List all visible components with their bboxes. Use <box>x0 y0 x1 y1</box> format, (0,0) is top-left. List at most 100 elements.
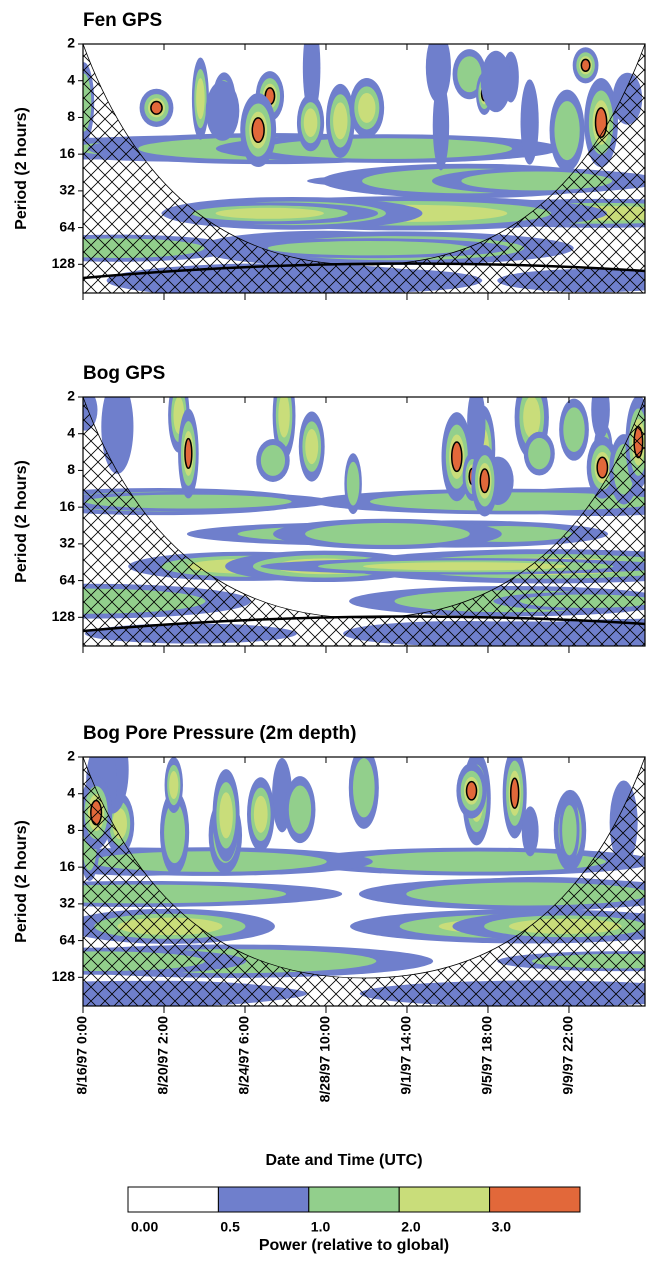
y-tick-label: 16 <box>59 145 75 161</box>
plot-frame <box>82 396 646 647</box>
power-contour <box>523 397 541 439</box>
power-contour <box>101 397 134 474</box>
power-contour <box>164 802 186 864</box>
colorbar-label: 0.5 <box>220 1219 240 1235</box>
power-contour <box>264 138 513 159</box>
power-contour <box>509 777 520 809</box>
colorbar-swatch <box>217 1186 310 1213</box>
power-contour <box>267 241 471 256</box>
y-tick-label: 16 <box>59 858 75 874</box>
power-contour <box>528 437 551 470</box>
power-contour <box>288 785 312 834</box>
plot-frame <box>82 756 646 1007</box>
x-tick-label: 9/5/97 18:00 <box>479 1016 495 1095</box>
x-tick-label: 9/9/97 22:00 <box>560 1016 576 1095</box>
colorbar-swatch <box>398 1186 491 1213</box>
power-contour <box>467 397 486 460</box>
y-axis-label: Period (2 hours) <box>13 107 30 230</box>
power-contour <box>169 771 179 800</box>
y-tick-label: 8 <box>67 108 75 124</box>
colorbar-swatch <box>308 1186 400 1213</box>
y-tick-label: 2 <box>67 748 75 764</box>
power-contour <box>196 78 205 120</box>
colorbar-label: 2.0 <box>401 1219 421 1235</box>
panel-title: Bog GPS <box>83 363 165 384</box>
colorbar-label: 3.0 <box>492 1219 512 1235</box>
colorbar-label: 1.0 <box>311 1219 331 1235</box>
y-axis-label: Period (2 hours) <box>13 460 30 583</box>
y-tick-label: 32 <box>59 895 75 911</box>
y-tick-label: 64 <box>59 931 75 947</box>
colorbar-swatch <box>127 1186 219 1213</box>
power-contour <box>479 468 490 494</box>
power-contour <box>432 80 450 171</box>
x-tick-label: 8/28/97 10:00 <box>317 1016 333 1103</box>
power-field <box>83 757 645 1006</box>
x-tick-label: 9/1/97 14:00 <box>398 1016 414 1095</box>
power-contour <box>353 758 375 818</box>
power-field <box>83 44 645 293</box>
power-field <box>83 397 645 646</box>
panel-title: Fen GPS <box>83 10 162 31</box>
power-contour <box>89 851 327 872</box>
colorbar-swatch <box>489 1186 581 1213</box>
power-contour <box>554 101 580 161</box>
power-contour <box>465 780 478 801</box>
y-tick-label: 8 <box>67 461 75 477</box>
power-contour <box>562 805 577 856</box>
x-tick-label: 8/16/97 0:00 <box>74 1016 90 1095</box>
power-contour <box>346 461 360 506</box>
power-contour <box>278 397 290 438</box>
power-contour <box>219 792 233 839</box>
y-tick-label: 128 <box>52 968 76 984</box>
y-tick-label: 64 <box>59 218 75 234</box>
y-tick-label: 4 <box>67 424 75 440</box>
power-contour <box>596 456 609 479</box>
x-tick-label: 8/24/97 6:00 <box>236 1016 252 1095</box>
power-contour <box>253 795 268 833</box>
power-contour <box>205 80 240 141</box>
power-contour <box>333 102 348 140</box>
y-axis-label: Period (2 hours) <box>13 820 30 943</box>
y-tick-label: 32 <box>59 535 75 551</box>
colorbar-title: Power (relative to global) <box>259 1237 449 1254</box>
significance-contour <box>83 262 645 280</box>
x-tick-label: 8/20/97 2:00 <box>155 1016 171 1095</box>
plot-frame <box>82 43 646 294</box>
power-contour <box>563 407 585 452</box>
y-tick-label: 128 <box>52 255 76 271</box>
y-tick-label: 2 <box>67 388 75 404</box>
power-contour <box>349 851 606 872</box>
power-contour <box>457 56 482 93</box>
power-contour <box>580 58 591 73</box>
x-axis-label: Date and Time (UTC) <box>265 1152 422 1169</box>
power-contour <box>305 429 319 465</box>
panel-title: Bog Pore Pressure (2m depth) <box>83 723 356 744</box>
y-tick-label: 64 <box>59 571 75 587</box>
y-tick-label: 4 <box>67 784 75 800</box>
y-tick-label: 8 <box>67 821 75 837</box>
power-contour <box>260 444 286 476</box>
power-contour <box>520 79 539 165</box>
power-contour <box>363 562 569 571</box>
cone-of-influence <box>83 757 645 1006</box>
y-tick-label: 4 <box>67 71 75 87</box>
power-contour <box>150 100 163 115</box>
power-contour <box>591 397 610 440</box>
power-contour <box>358 92 376 123</box>
power-contour <box>370 492 645 511</box>
y-tick-label: 16 <box>59 498 75 514</box>
power-contour <box>305 522 470 545</box>
power-contour <box>451 441 463 473</box>
y-tick-label: 32 <box>59 182 75 198</box>
y-tick-label: 128 <box>52 608 76 624</box>
power-contour <box>251 117 265 144</box>
power-contour <box>184 437 193 470</box>
power-contour <box>215 207 324 219</box>
power-contour <box>521 806 539 857</box>
power-contour <box>303 108 318 137</box>
power-contour <box>480 50 512 113</box>
y-tick-label: 2 <box>67 35 75 51</box>
